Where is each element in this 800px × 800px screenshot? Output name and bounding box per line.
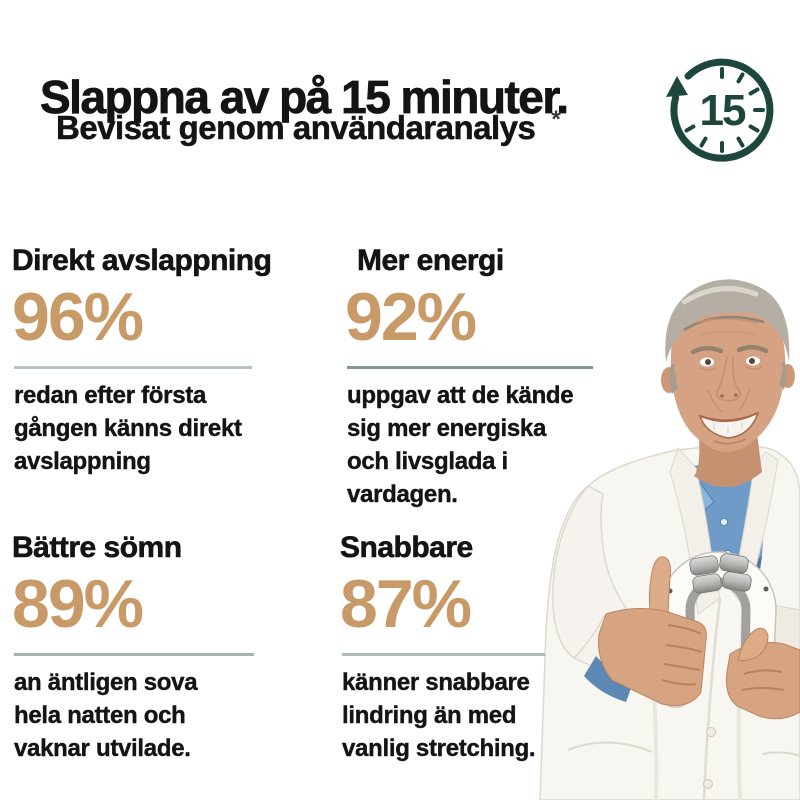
- gray-hair: [665, 279, 790, 362]
- stat-value: 87%: [340, 566, 472, 642]
- clock-arc: [670, 58, 774, 162]
- stat-heading: Snabbare: [340, 531, 474, 565]
- stat-value: 89%: [12, 566, 144, 642]
- stat-body: känner snabbare lindring än med vanlig s…: [342, 669, 536, 762]
- stat-body: redan efter första gången känns direkt a…: [14, 382, 242, 475]
- stat-heading: Direkt avslappning: [12, 244, 273, 278]
- stat-value: 96%: [12, 279, 144, 355]
- timer-clock-icon: 15: [666, 58, 774, 162]
- clock-minutes-label: 15: [700, 86, 746, 135]
- clock-ticks: [684, 67, 765, 153]
- stat-divider: [14, 653, 254, 656]
- stat-heading: Mer energi: [357, 244, 505, 278]
- stat-body: uppgav att de kände sig mer energiska oc…: [347, 382, 574, 508]
- doctor-photo: [539, 279, 800, 800]
- doctor-face: [661, 279, 795, 452]
- subtitle-row: Bevisat genom användaranalys *: [56, 104, 561, 152]
- page-title: Slappna av på 15 minuter.: [40, 70, 570, 123]
- stat-body: an äntligen sova hela natten och vaknar …: [14, 669, 198, 762]
- left-hand: [598, 556, 707, 706]
- stat-heading: Bättre sömn: [12, 531, 183, 565]
- stat-block-direkt-avslappning: Direkt avslappning 96% redan efter först…: [12, 240, 327, 478]
- clock-arrowhead-icon: [666, 76, 688, 97]
- page-subtitle: Bevisat genom användaranalys: [56, 109, 536, 147]
- stat-divider: [347, 366, 593, 369]
- footnote-asterisk: *: [551, 106, 561, 133]
- stat-block-snabbare: Snabbare 87% känner snabbare lindring än…: [340, 527, 605, 765]
- stat-divider: [342, 653, 545, 656]
- right-hand: [726, 627, 800, 720]
- stat-block-mer-energi: Mer energi 92% uppgav att de kände sig m…: [345, 240, 600, 511]
- stat-value: 92%: [345, 279, 477, 355]
- stat-divider: [14, 366, 252, 369]
- stat-block-battre-somn: Bättre sömn 89% an äntligen sova hela na…: [12, 527, 317, 765]
- massager-electrodes: [689, 553, 752, 594]
